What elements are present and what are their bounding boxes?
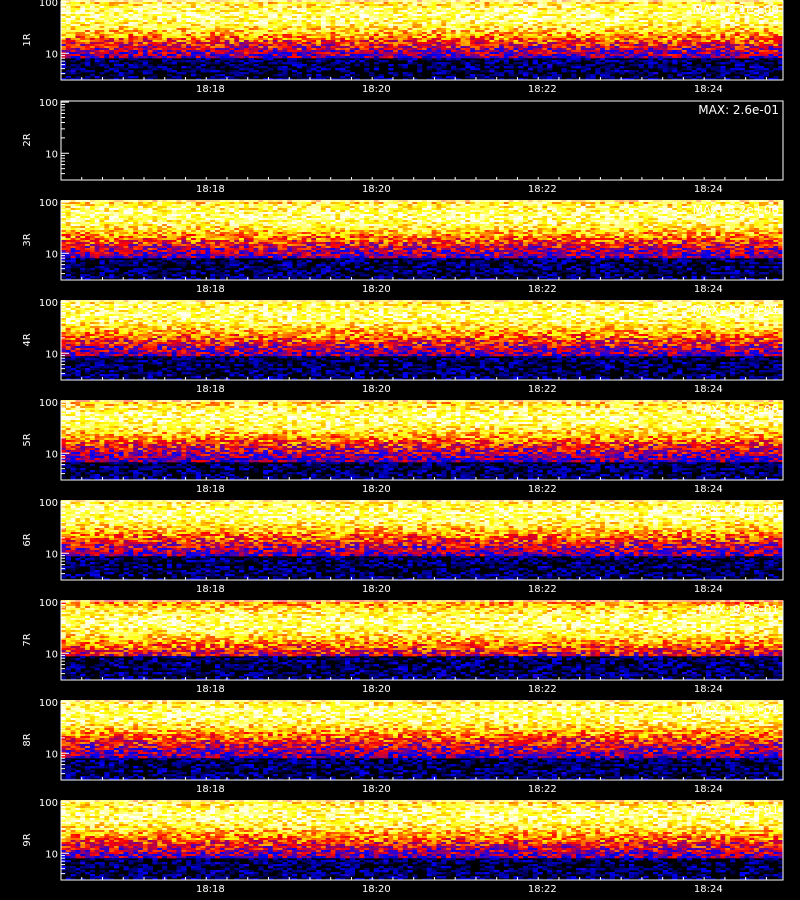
y-tick-label: 10 [45, 649, 58, 660]
y-tick-label: 10 [45, 749, 58, 760]
heatmap-raster [61, 600, 783, 680]
max-label: MAX: 8.0e+00 [693, 403, 779, 417]
x-tick-label: 18:18 [196, 184, 225, 195]
y-tick-label: 100 [39, 498, 58, 509]
x-tick-label: 18:18 [196, 484, 225, 495]
x-tick-label: 18:20 [362, 384, 391, 395]
y-axis-label: 8R [22, 733, 33, 746]
max-label: MAX: 9.6e-01 [698, 603, 779, 617]
x-tick-label: 18:22 [528, 284, 557, 295]
y-tick-label: 100 [39, 198, 58, 209]
x-tick-label: 18:24 [694, 284, 723, 295]
x-tick-label: 18:18 [196, 84, 225, 95]
x-tick-label: 18:22 [528, 784, 557, 795]
panel-5R: 100 10 5R 18:18 18:20 18:22 18:24 MAX: 8.0e+00 [22, 398, 783, 495]
max-label: MAX: 6.1e+00 [693, 3, 779, 17]
x-tick-label: 18:24 [694, 784, 723, 795]
panel-9R: 100 10 9R 18:18 18:20 18:22 18:24 MAX: 1.0e+01 [22, 798, 783, 895]
x-tick-label: 18:18 [196, 584, 225, 595]
heatmap-raster [61, 200, 783, 280]
x-tick-label: 18:24 [694, 884, 723, 895]
x-tick-label: 18:18 [196, 284, 225, 295]
x-tick-label: 18:18 [196, 384, 225, 395]
y-tick-label: 100 [39, 298, 58, 309]
panel-2R: 100 10 2R 18:18 18:20 18:22 18:24 MAX: 2.6e-01 [22, 98, 783, 195]
max-label: MAX: 1.1e+01 [693, 703, 779, 717]
x-tick-label: 18:20 [362, 584, 391, 595]
heatmap-raster [61, 700, 783, 780]
y-tick-label: 10 [45, 149, 58, 160]
x-tick-label: 18:20 [362, 684, 391, 695]
x-tick-label: 18:24 [694, 84, 723, 95]
y-tick-label: 100 [39, 798, 58, 809]
x-tick-label: 18:22 [528, 584, 557, 595]
max-label: MAX: 1.2e+01 [693, 503, 779, 517]
y-tick-label: 100 [39, 0, 58, 9]
y-tick-label: 100 [39, 598, 58, 609]
y-axis-label: 1R [22, 33, 33, 46]
y-axis-label: 9R [22, 833, 33, 846]
max-label: MAX: 6.2e+00 [693, 203, 779, 217]
y-axis-label: 4R [22, 333, 33, 346]
panel-8R: 100 10 8R 18:18 18:20 18:22 18:24 MAX: 1.1e+01 [22, 698, 783, 795]
x-tick-label: 18:22 [528, 84, 557, 95]
x-tick-label: 18:22 [528, 884, 557, 895]
y-axis-label: 5R [22, 433, 33, 446]
max-label: MAX: 1.0e+01 [693, 303, 779, 317]
y-tick-label: 10 [45, 349, 58, 360]
x-tick-label: 18:20 [362, 884, 391, 895]
x-tick-label: 18:24 [694, 184, 723, 195]
panel-4R: 100 10 4R 18:18 18:20 18:22 18:24 MAX: 1.0e+01 [22, 298, 783, 395]
heatmap-raster [61, 300, 783, 380]
y-tick-label: 100 [39, 98, 58, 109]
heatmap-raster [61, 500, 783, 580]
x-tick-label: 18:20 [362, 84, 391, 95]
y-axis-label: 2R [22, 133, 33, 146]
x-tick-label: 18:18 [196, 884, 225, 895]
x-tick-label: 18:24 [694, 384, 723, 395]
max-label: MAX: 1.0e+01 [693, 803, 779, 817]
y-tick-label: 10 [45, 249, 58, 260]
panel-3R: 100 10 3R 18:18 18:20 18:22 18:24 MAX: 6.2e+00 [22, 198, 783, 295]
y-tick-label: 10 [45, 549, 58, 560]
x-tick-label: 18:20 [362, 184, 391, 195]
heatmap-raster [61, 800, 783, 880]
x-tick-label: 18:22 [528, 684, 557, 695]
x-tick-label: 18:24 [694, 684, 723, 695]
y-tick-label: 10 [45, 849, 58, 860]
y-tick-label: 10 [45, 449, 58, 460]
y-axis-label: 3R [22, 233, 33, 246]
x-tick-label: 18:22 [528, 484, 557, 495]
x-tick-label: 18:22 [528, 184, 557, 195]
y-axis-label: 6R [22, 533, 33, 546]
x-tick-label: 18:20 [362, 784, 391, 795]
x-tick-label: 18:20 [362, 284, 391, 295]
x-tick-label: 18:24 [694, 484, 723, 495]
x-tick-label: 18:18 [196, 784, 225, 795]
x-tick-label: 18:22 [528, 384, 557, 395]
y-axis-label: 7R [22, 633, 33, 646]
y-tick-label: 100 [39, 698, 58, 709]
y-tick-label: 10 [45, 49, 58, 60]
max-label: MAX: 2.6e-01 [698, 103, 779, 117]
x-tick-label: 18:20 [362, 484, 391, 495]
panel-1R: 100 10 1R 18:18 18:20 18:22 18:24 MAX: 6.1e+00 [22, 0, 783, 95]
heatmap-raster [61, 400, 783, 480]
x-tick-label: 18:18 [196, 684, 225, 695]
panel-6R: 100 10 6R 18:18 18:20 18:22 18:24 MAX: 1.2e+01 [22, 498, 783, 595]
plot-frame [61, 101, 783, 180]
x-tick-label: 18:24 [694, 584, 723, 595]
panel-7R: 100 10 7R 18:18 18:20 18:22 18:24 MAX: 9.6e-01 [22, 598, 783, 695]
heatmap-raster [61, 0, 783, 80]
y-tick-label: 100 [39, 398, 58, 409]
